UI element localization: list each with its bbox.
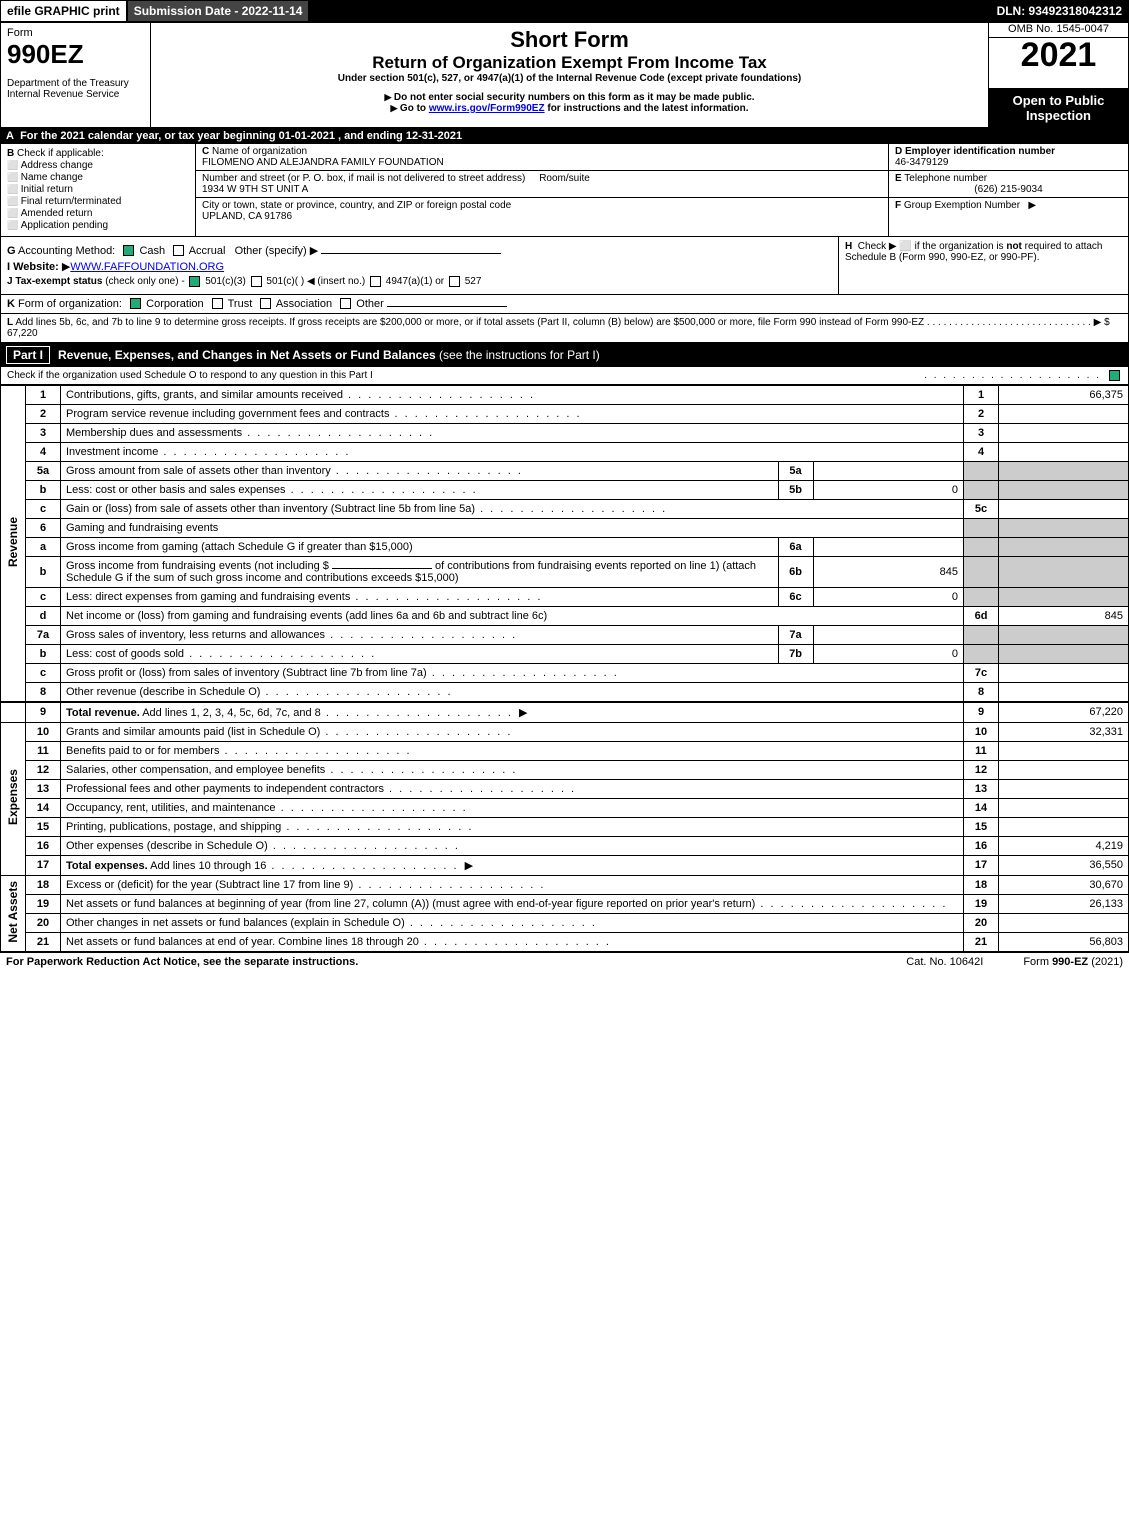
chk-accrual[interactable]	[173, 245, 184, 256]
chk-trust[interactable]	[212, 298, 223, 309]
ein: 46-3479129	[895, 157, 948, 168]
top-bar: efile GRAPHIC print Submission Date - 20…	[0, 0, 1129, 22]
city-state-zip: UPLAND, CA 91786	[202, 211, 292, 222]
org-name-row: C Name of organization FILOMENO AND ALEJ…	[196, 144, 888, 171]
line-3-desc: Membership dues and assessments	[61, 423, 964, 442]
line-6b-val: 845	[813, 557, 963, 587]
title-short-form: Short Form	[157, 27, 982, 53]
part-number: Part I	[6, 346, 50, 364]
chk-other-org[interactable]	[340, 298, 351, 309]
title-return: Return of Organization Exempt From Incom…	[157, 53, 982, 73]
line-2-val	[999, 404, 1129, 423]
line-4-val	[999, 442, 1129, 461]
line-18-val: 30,670	[999, 875, 1129, 894]
chk-association[interactable]	[260, 298, 271, 309]
chk-501c3[interactable]	[189, 276, 200, 287]
line-i: I Website: ▶WWW.FAFFOUNDATION.ORG	[7, 260, 832, 273]
line-21-val: 56,803	[999, 932, 1129, 951]
line-16-val: 4,219	[999, 836, 1129, 855]
line-2-desc: Program service revenue including govern…	[61, 404, 964, 423]
part-title: Revenue, Expenses, and Changes in Net As…	[58, 348, 436, 362]
city-row: City or town, state or province, country…	[196, 198, 888, 224]
line-k: K Form of organization: Corporation Trus…	[0, 295, 1129, 314]
line-l: L Add lines 5b, 6c, and 7b to line 9 to …	[0, 314, 1129, 343]
instructions-cell: Do not enter social security numbers on …	[151, 88, 989, 127]
chk-name-change[interactable]: Name change	[7, 172, 189, 183]
section-b-c-def: B Check if applicable: Address change Na…	[0, 144, 1129, 237]
open-to-public: Open to Public Inspection	[989, 88, 1129, 127]
line-6c-val: 0	[813, 588, 963, 606]
revenue-label: Revenue	[1, 385, 26, 702]
row-a: A For the 2021 calendar year, or tax yea…	[0, 128, 1129, 144]
under-section: Under section 501(c), 527, or 4947(a)(1)…	[157, 73, 982, 84]
line-6d-val: 845	[999, 606, 1129, 625]
line-19-val: 26,133	[999, 894, 1129, 913]
line-10-val: 32,331	[999, 722, 1129, 741]
chk-address-change[interactable]: Address change	[7, 160, 189, 171]
header-table: Form 990EZ Department of the Treasury In…	[0, 22, 1129, 128]
line-g: G Accounting Method: Cash Accrual Other …	[7, 244, 832, 257]
street-address: 1934 W 9TH ST UNIT A	[202, 184, 308, 195]
ein-row: D Employer identification number46-34791…	[889, 144, 1128, 171]
phone-row: E Telephone number(626) 215-9034	[889, 171, 1128, 198]
dln: DLN: 93492318042312	[991, 1, 1128, 21]
right-header-cell: OMB No. 1545-0047 2021	[989, 23, 1129, 89]
part-i-header: Part I Revenue, Expenses, and Changes in…	[0, 343, 1129, 367]
line-9-val: 67,220	[999, 702, 1129, 723]
section-ghij: G Accounting Method: Cash Accrual Other …	[0, 237, 1129, 295]
chk-cash[interactable]	[123, 245, 134, 256]
title-cell: Short Form Return of Organization Exempt…	[151, 23, 989, 89]
expenses-label: Expenses	[1, 722, 26, 875]
tax-year: 2021	[989, 38, 1128, 72]
line-1-desc: Contributions, gifts, grants, and simila…	[61, 385, 964, 404]
line-3-val	[999, 423, 1129, 442]
group-exemption-row: F Group Exemption Number ▶	[889, 198, 1128, 213]
chk-4947[interactable]	[370, 276, 381, 287]
cat-no: Cat. No. 10642I	[906, 956, 983, 968]
paperwork-notice: For Paperwork Reduction Act Notice, see …	[6, 956, 358, 968]
form-cell: Form 990EZ Department of the Treasury In…	[1, 23, 151, 128]
website-link[interactable]: WWW.FAFFOUNDATION.ORG	[70, 261, 224, 273]
dept-label: Department of the Treasury	[7, 78, 144, 89]
chk-schedule-o[interactable]	[1109, 370, 1120, 381]
line-7b-val: 0	[813, 645, 963, 663]
street-row: Number and street (or P. O. box, if mail…	[196, 171, 888, 198]
chk-501c[interactable]	[251, 276, 262, 287]
phone: (626) 215-9034	[895, 184, 1122, 195]
ghij-left: G Accounting Method: Cash Accrual Other …	[1, 237, 838, 294]
line-5b-val: 0	[813, 481, 963, 499]
form-label: Form	[7, 27, 144, 39]
form-number: 990EZ	[7, 39, 144, 70]
irs-label: Internal Revenue Service	[7, 89, 144, 100]
part-i-table: Revenue 1Contributions, gifts, grants, a…	[0, 385, 1129, 952]
chk-amended-return[interactable]: Amended return	[7, 208, 189, 219]
line-4-desc: Investment income	[61, 442, 964, 461]
chk-527[interactable]	[449, 276, 460, 287]
submission-date: Submission Date - 2022-11-14	[128, 1, 309, 21]
col-def: D Employer identification number46-34791…	[888, 144, 1128, 236]
irs-link[interactable]: www.irs.gov/Form990EZ	[429, 103, 545, 114]
line-h: H Check ▶ ⬜ if the organization is not r…	[838, 237, 1128, 294]
org-name: FILOMENO AND ALEJANDRA FAMILY FOUNDATION	[202, 157, 444, 168]
efile-label[interactable]: efile GRAPHIC print	[1, 1, 126, 21]
goto-line: Go to www.irs.gov/Form990EZ for instruct…	[157, 103, 982, 114]
line-17-val: 36,550	[999, 855, 1129, 875]
chk-final-return[interactable]: Final return/terminated	[7, 196, 189, 207]
line-j: J Tax-exempt status (check only one) - 5…	[7, 276, 832, 287]
line-1-val: 66,375	[999, 385, 1129, 404]
chk-corporation[interactable]	[130, 298, 141, 309]
net-assets-label: Net Assets	[1, 875, 26, 951]
chk-initial-return[interactable]: Initial return	[7, 184, 189, 195]
chk-application-pending[interactable]: Application pending	[7, 220, 189, 231]
schedule-o-check-row: Check if the organization used Schedule …	[0, 367, 1129, 385]
col-b: B Check if applicable: Address change Na…	[1, 144, 196, 236]
col-c: C Name of organization FILOMENO AND ALEJ…	[196, 144, 888, 236]
page-footer: For Paperwork Reduction Act Notice, see …	[0, 952, 1129, 971]
ssn-warning: Do not enter social security numbers on …	[157, 92, 982, 103]
